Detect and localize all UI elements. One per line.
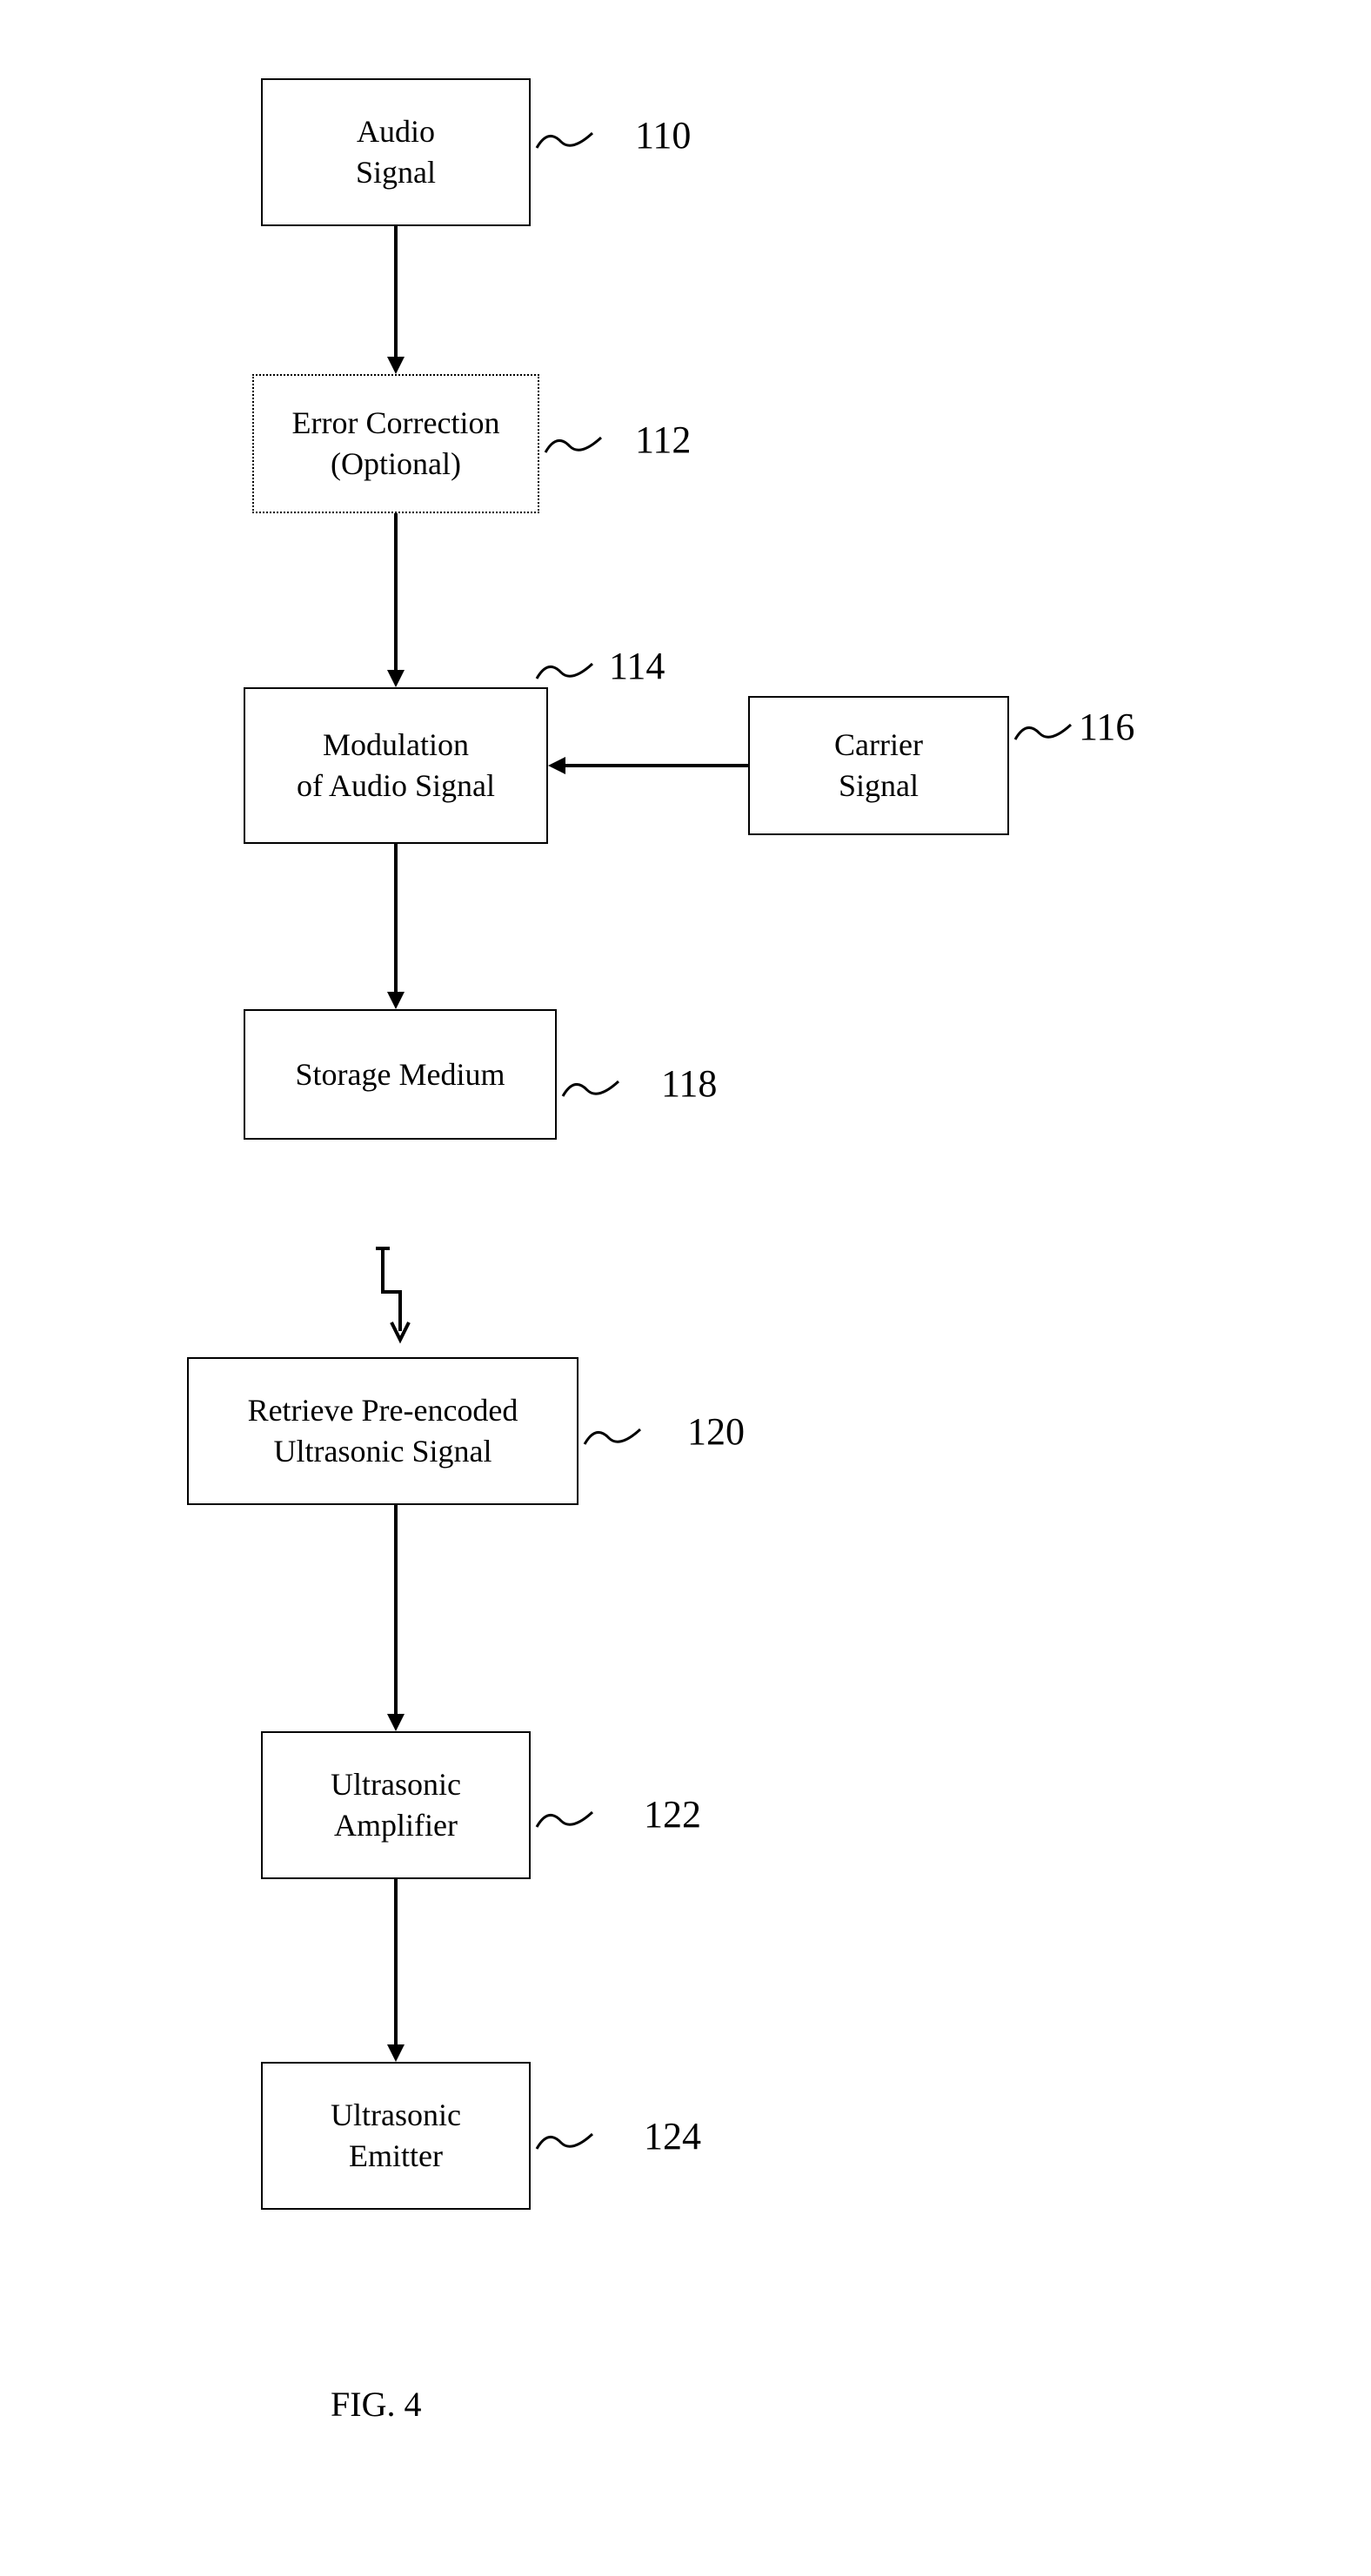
box-ultrasonic-emitter: UltrasonicEmitter: [261, 2062, 531, 2210]
box-carrier-signal: CarrierSignal: [748, 696, 1009, 835]
ref-label: 120: [687, 1409, 745, 1454]
figure-canvas: AudioSignal Error Correction(Optional) M…: [0, 0, 1371, 2576]
squiggle-icon: [535, 657, 596, 683]
box-label: UltrasonicEmitter: [331, 2095, 461, 2177]
arrow-head-icon: [387, 357, 405, 374]
squiggle-icon: [583, 1422, 644, 1449]
ref-label: 110: [635, 113, 691, 157]
box-label: AudioSignal: [356, 111, 436, 193]
arrow-head-icon: [387, 2044, 405, 2062]
arrow: [394, 1505, 398, 1714]
box-modulation: Modulationof Audio Signal: [244, 687, 548, 844]
arrow: [394, 513, 398, 670]
ref-label: 114: [609, 644, 665, 688]
squiggle-icon: [535, 1805, 596, 1831]
box-audio-signal: AudioSignal: [261, 78, 531, 226]
box-retrieve: Retrieve Pre-encodedUltrasonic Signal: [187, 1357, 578, 1505]
ref-label: 124: [644, 2114, 701, 2158]
box-error-correction: Error Correction(Optional): [252, 374, 539, 513]
squiggle-icon: [544, 431, 605, 457]
squiggle-icon: [535, 2127, 596, 2153]
ref-label: 122: [644, 1792, 701, 1837]
arrow-head-icon: [387, 1714, 405, 1731]
box-ultrasonic-amplifier: UltrasonicAmplifier: [261, 1731, 531, 1879]
arrow: [394, 1879, 398, 2044]
squiggle-icon: [535, 126, 596, 152]
box-label: Modulationof Audio Signal: [297, 725, 495, 806]
box-label: Error Correction(Optional): [292, 403, 500, 485]
squiggle-icon: [561, 1074, 622, 1101]
ref-label: 116: [1079, 705, 1134, 749]
rough-connector: [348, 1244, 426, 1357]
arrow-head-icon: [387, 992, 405, 1009]
arrow: [394, 844, 398, 992]
squiggle-icon: [1013, 718, 1074, 744]
box-label: UltrasonicAmplifier: [331, 1764, 461, 1846]
box-storage-medium: Storage Medium: [244, 1009, 557, 1140]
box-label: Storage Medium: [296, 1054, 505, 1095]
ref-label: 112: [635, 418, 691, 462]
box-label: Retrieve Pre-encodedUltrasonic Signal: [248, 1390, 518, 1472]
arrow-head-icon: [548, 757, 565, 774]
figure-caption: FIG. 4: [331, 2384, 421, 2425]
arrow: [394, 226, 398, 357]
arrow: [565, 764, 748, 767]
box-label: CarrierSignal: [834, 725, 923, 806]
ref-label: 118: [661, 1061, 717, 1106]
arrow-head-icon: [387, 670, 405, 687]
